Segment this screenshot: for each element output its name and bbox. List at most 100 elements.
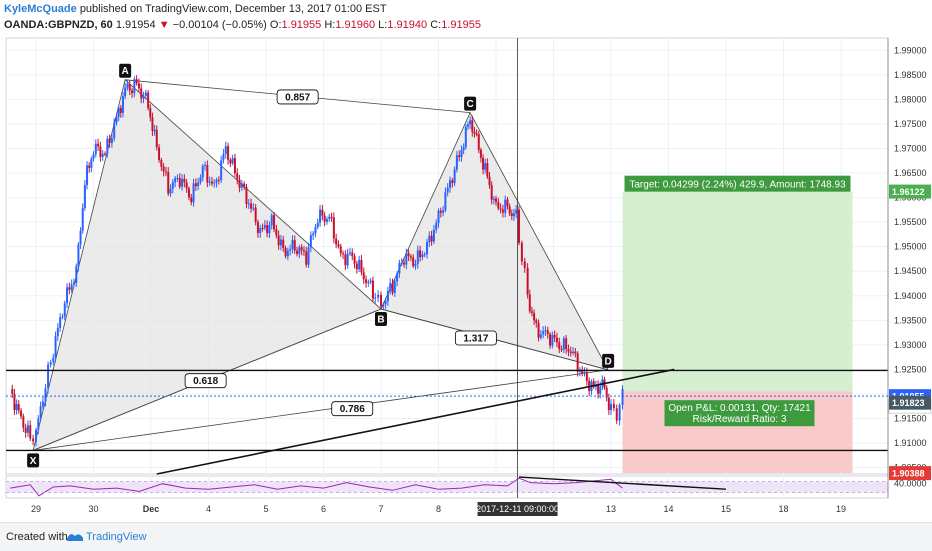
candle-body — [110, 138, 113, 144]
candle-body — [47, 364, 50, 389]
candle-body — [528, 294, 531, 312]
risk-reward-label: Risk/Reward Ratio: 3 — [693, 414, 787, 425]
candle-body — [101, 153, 104, 157]
down-arrow-icon: ▼ — [158, 19, 170, 31]
candle-body — [475, 133, 478, 135]
tradingview-brand-link[interactable]: TradingView — [86, 531, 147, 543]
candle-body — [266, 225, 269, 234]
candle-body — [355, 263, 358, 270]
candle-body — [194, 183, 197, 187]
candle-body — [523, 261, 526, 268]
candle-body — [309, 235, 312, 248]
author-link[interactable]: KyleMcQuade — [4, 3, 77, 15]
y-tick-label: 1.92500 — [894, 364, 927, 374]
candle-body — [495, 198, 497, 202]
candle-body — [240, 183, 243, 188]
candle-body — [499, 208, 502, 210]
candle-body — [298, 247, 301, 254]
candle-body — [106, 138, 109, 155]
candle-body — [560, 348, 563, 350]
footer-bar: Created with TradingView — [0, 522, 932, 551]
crosshair-date-label: 2017-12-11 09:00:00 — [476, 504, 559, 514]
candle-body — [316, 222, 319, 228]
candle-body — [314, 227, 317, 234]
candle-body — [339, 246, 342, 254]
candle-body — [492, 198, 495, 200]
candle-body — [160, 160, 163, 167]
candle-body — [167, 172, 170, 194]
candle-body — [291, 240, 294, 249]
candle-body — [437, 210, 440, 224]
candle-body — [477, 134, 480, 150]
candle-body — [286, 250, 289, 257]
candle-body — [206, 164, 209, 183]
candle-body — [512, 213, 515, 217]
candle-body — [243, 183, 246, 188]
candle-body — [83, 185, 86, 208]
candle-body — [86, 165, 89, 186]
candle-body — [423, 254, 426, 256]
candle-body — [104, 153, 106, 155]
candle-body — [371, 280, 374, 299]
candle-body — [52, 357, 55, 363]
candle-body — [567, 349, 570, 352]
x-tick-label: 4 — [206, 504, 211, 514]
candle-body — [510, 213, 513, 217]
ratio-label-0786-box — [331, 401, 374, 417]
candle-body — [252, 207, 255, 209]
ratio-label-0786: 0.786 — [340, 404, 365, 415]
ratio-label-1317: 1.317 — [463, 333, 488, 344]
candle-body — [506, 199, 509, 207]
candle-body — [365, 279, 368, 283]
candle-body — [530, 311, 533, 313]
candle-body — [121, 96, 124, 113]
candle-body — [220, 160, 223, 181]
candle-body — [176, 177, 179, 179]
candle-body — [400, 262, 403, 264]
candle-body — [26, 425, 29, 433]
candle-body — [277, 235, 280, 246]
candle-body — [444, 192, 447, 211]
candle-body — [56, 328, 59, 337]
candle-body — [178, 177, 181, 187]
candle-body — [75, 266, 78, 283]
candle-body — [351, 252, 354, 257]
price-chart[interactable]: X A B C D 0.857 0.618 1.317 0.786 Target: 0.04299… — [0, 0, 932, 522]
pattern-point-d: D — [605, 356, 612, 367]
candle-body — [344, 254, 347, 266]
candle-body — [250, 203, 253, 209]
candle-body — [137, 83, 140, 89]
candle-body — [449, 180, 451, 188]
x-tick-label: 29 — [31, 504, 41, 514]
candle-body — [430, 235, 433, 242]
y-tick-label: 1.98000 — [894, 94, 927, 104]
candle-body — [464, 126, 467, 148]
x-tick-label: Dec — [143, 504, 160, 514]
candle-body — [432, 229, 435, 242]
candle-body — [213, 182, 216, 184]
candle-body — [32, 438, 35, 442]
candle-body — [302, 250, 305, 252]
close-value: 1.91955 — [441, 19, 481, 31]
candle-body — [11, 389, 14, 394]
candle-body — [128, 84, 131, 91]
pattern-point-d-box — [602, 353, 615, 368]
candle-body — [455, 155, 458, 170]
publish-line: KyleMcQuade published on TradingView.com… — [4, 3, 387, 15]
pnl-label: Open P&L: 0.00131, Qty: 17421 — [668, 403, 811, 414]
candle-body — [192, 183, 195, 203]
candle-body — [77, 244, 80, 267]
candle-body — [155, 129, 158, 148]
candle-body — [328, 216, 331, 219]
close-label: C: — [430, 19, 442, 31]
candle-body — [227, 146, 230, 160]
candle-body — [482, 157, 485, 170]
candle-body — [151, 117, 154, 132]
candle-body — [518, 209, 520, 243]
candle-body — [323, 215, 326, 222]
candle-body — [300, 247, 303, 251]
y-tick-label: 1.97000 — [894, 143, 927, 153]
candle-body — [535, 320, 538, 323]
candle-body — [585, 372, 588, 382]
low-label: L: — [378, 19, 388, 31]
